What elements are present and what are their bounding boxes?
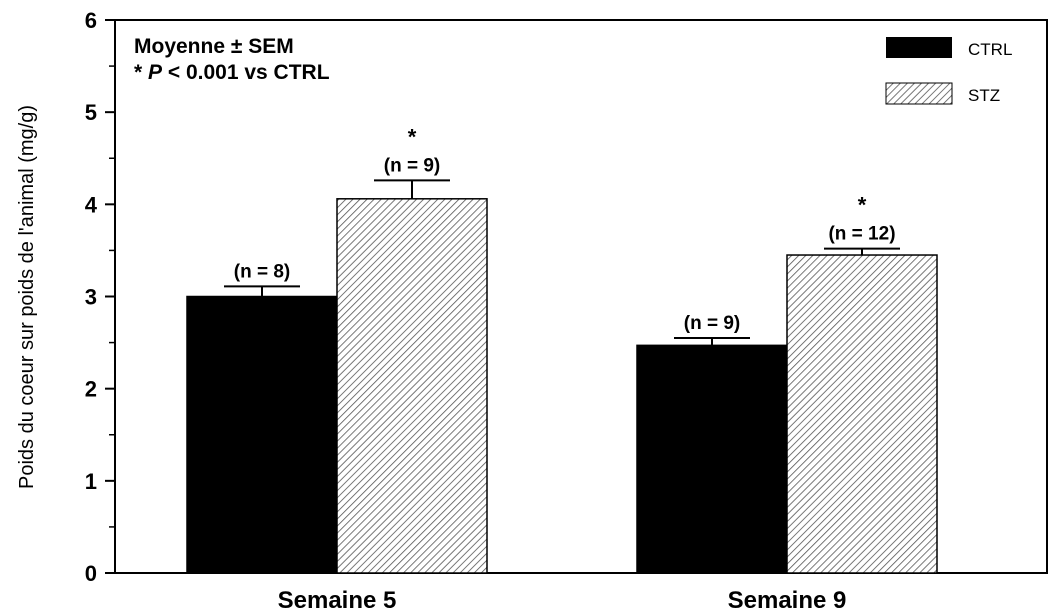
y-tick-label: 3 [85,285,97,310]
y-tick-label: 6 [85,8,97,33]
y-axis-label: Poids du coeur sur poids de l'animal (mg… [16,105,38,489]
bar-ctrl-2 [636,344,788,574]
y-tick-label: 1 [85,469,97,494]
stats-note-p: P [148,61,163,84]
stats-note-line2: * P < 0.001 vs CTRL [134,61,330,84]
legend-swatch-ctrl [886,37,952,58]
n-label-ctrl-1: (n = 8) [234,261,290,282]
x-tick-label: Semaine 5 [278,587,397,614]
legend-label-ctrl: CTRL [968,40,1012,59]
bar-group: (n = 8) (n = 9) (n = 9) * (n = 12) * [186,124,938,574]
legend-swatch-stz [885,82,953,105]
legend-label-stz: STZ [968,86,1000,105]
significance-star-stz-1: * [408,124,417,149]
y-axis: 0 1 2 3 4 5 6 [85,8,115,586]
y-tick-label: 0 [85,561,97,586]
bar-stz-2 [786,254,938,574]
bar-ctrl-1 [186,295,338,574]
stats-note-star: * [134,61,148,84]
legend: CTRL STZ [885,37,1012,105]
stats-note-line1: Moyenne ± SEM [134,35,294,58]
significance-star-stz-2: * [858,193,867,218]
y-tick-label: 2 [85,377,97,402]
bar-stz-1 [336,198,488,574]
n-label-stz-2: (n = 12) [828,224,895,245]
n-label-stz-1: (n = 9) [384,155,440,176]
x-axis: Semaine 5 Semaine 9 [278,587,847,614]
x-tick-label: Semaine 9 [728,587,847,614]
y-tick-label: 4 [85,192,98,217]
y-tick-label: 5 [85,100,97,125]
stats-note: Moyenne ± SEM * P < 0.001 vs CTRL [134,35,330,84]
n-label-ctrl-2: (n = 9) [684,313,740,334]
stats-note-rest: < 0.001 vs CTRL [162,61,330,84]
